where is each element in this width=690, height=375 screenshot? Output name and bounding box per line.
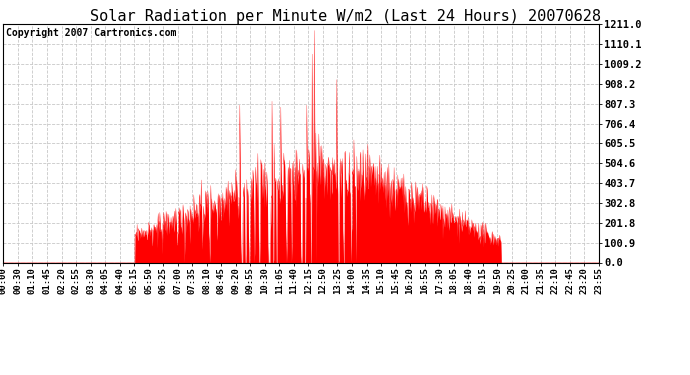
Text: Copyright 2007 Cartronics.com: Copyright 2007 Cartronics.com xyxy=(6,28,177,38)
Text: Solar Radiation per Minute W/m2 (Last 24 Hours) 20070628: Solar Radiation per Minute W/m2 (Last 24… xyxy=(90,9,600,24)
